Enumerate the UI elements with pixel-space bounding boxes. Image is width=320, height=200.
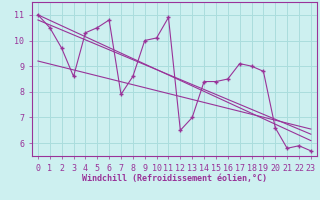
X-axis label: Windchill (Refroidissement éolien,°C): Windchill (Refroidissement éolien,°C) <box>82 174 267 183</box>
